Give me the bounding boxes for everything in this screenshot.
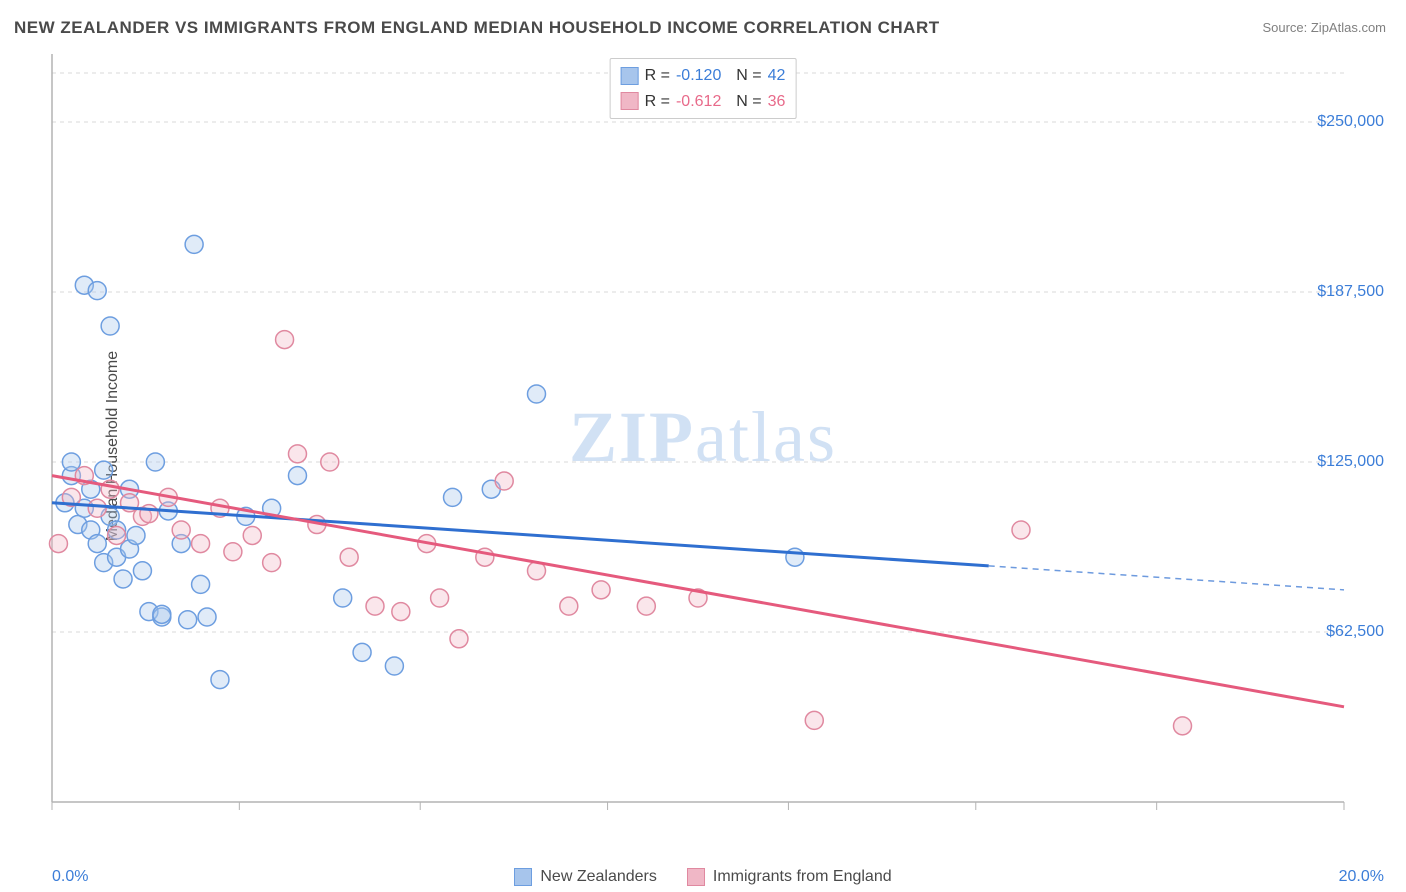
- swatch-pink-icon: [621, 92, 639, 110]
- y-tick-label: $187,500: [1317, 283, 1384, 301]
- series-legend: New Zealanders Immigrants from England: [0, 868, 1406, 886]
- r-value-b: -0.612: [676, 89, 721, 115]
- stats-row-series-b: R = -0.612 N = 36: [621, 89, 786, 115]
- swatch-blue-icon: [621, 67, 639, 85]
- y-tick-label: $125,000: [1317, 453, 1384, 471]
- n-value-a: 42: [768, 63, 786, 89]
- correlation-stats-box: R = -0.120 N = 42 R = -0.612 N = 36: [610, 58, 797, 119]
- n-value-b: 36: [768, 89, 786, 115]
- stats-label: R =: [645, 63, 670, 89]
- scatter-chart-svg: [48, 48, 1388, 838]
- r-value-a: -0.120: [676, 63, 721, 89]
- legend-item-b: Immigrants from England: [687, 868, 892, 886]
- stats-row-series-a: R = -0.120 N = 42: [621, 63, 786, 89]
- y-tick-label: $62,500: [1326, 623, 1384, 641]
- chart-title: NEW ZEALANDER VS IMMIGRANTS FROM ENGLAND…: [14, 18, 940, 38]
- legend-label-a: New Zealanders: [540, 868, 657, 886]
- chart-area: [48, 48, 1388, 838]
- stats-label: R =: [645, 89, 670, 115]
- swatch-pink-icon: [687, 868, 705, 886]
- legend-item-a: New Zealanders: [514, 868, 657, 886]
- legend-label-b: Immigrants from England: [713, 868, 892, 886]
- source-attribution: Source: ZipAtlas.com: [1262, 20, 1386, 35]
- swatch-blue-icon: [514, 868, 532, 886]
- y-tick-label: $250,000: [1317, 113, 1384, 131]
